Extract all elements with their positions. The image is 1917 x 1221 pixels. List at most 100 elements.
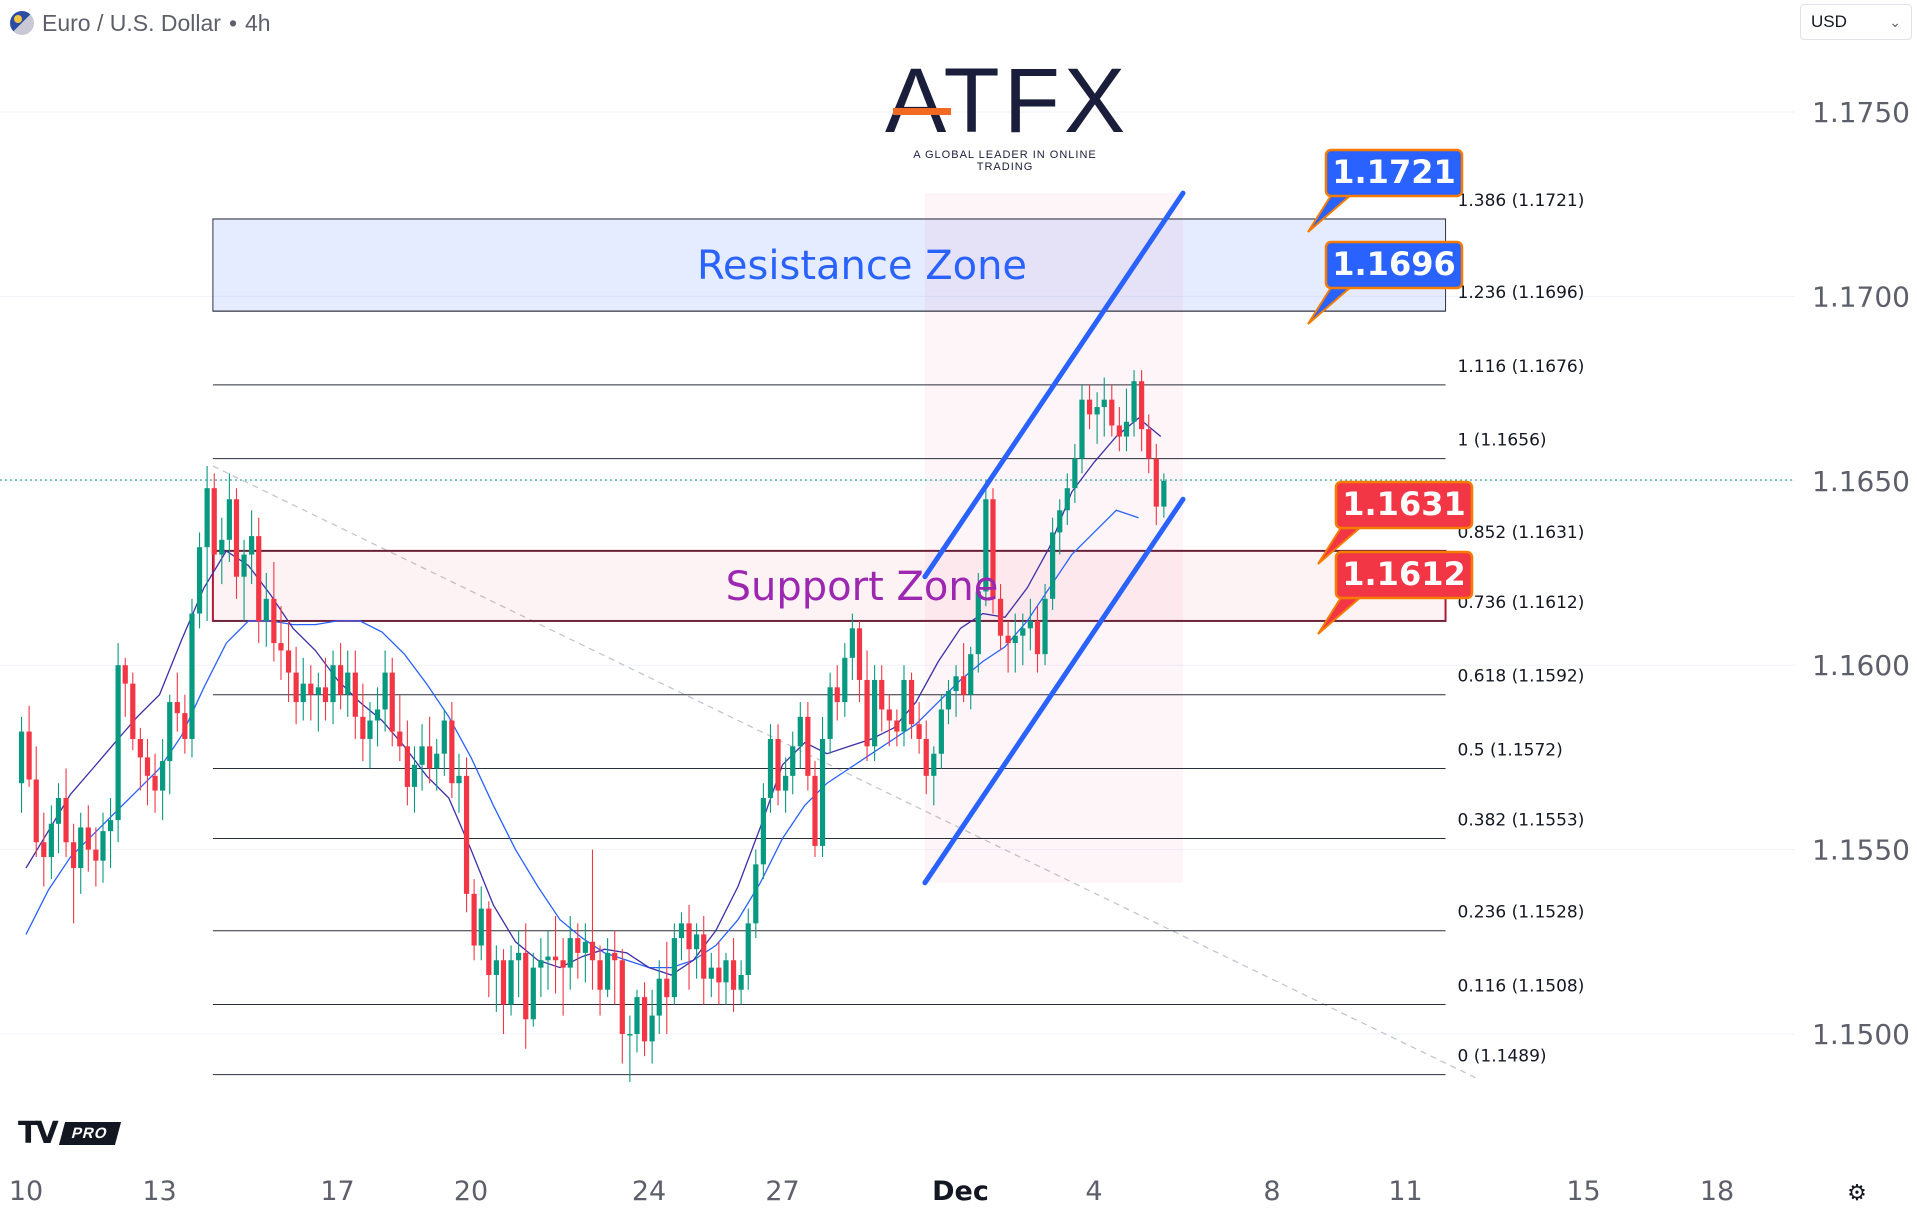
candle-body bbox=[1072, 458, 1078, 489]
y-tick-label: 1.1500 bbox=[1812, 1018, 1910, 1051]
candle-body bbox=[271, 598, 277, 644]
settings-gear-icon[interactable]: ⚙ bbox=[1847, 1180, 1867, 1205]
symbol-header[interactable]: Euro / U.S. Dollar • 4h bbox=[10, 8, 271, 38]
x-tick-label: 10 bbox=[9, 1176, 43, 1207]
callout-price: 1.1612 bbox=[1342, 555, 1465, 593]
candle-body bbox=[33, 779, 39, 843]
candle-body bbox=[908, 679, 915, 725]
candle-body bbox=[1109, 399, 1115, 426]
symbol-title: Euro / U.S. Dollar bbox=[42, 9, 221, 36]
candle-body bbox=[723, 960, 729, 983]
candle-body bbox=[41, 842, 47, 857]
candle-body bbox=[671, 938, 677, 998]
candle-body bbox=[249, 536, 255, 555]
candle-body bbox=[137, 738, 143, 758]
candle-body bbox=[819, 738, 826, 846]
candle-body bbox=[338, 665, 344, 695]
candle-body bbox=[382, 672, 388, 710]
callout-price: 1.1721 bbox=[1332, 153, 1455, 191]
candle-body bbox=[352, 672, 358, 717]
candle-body bbox=[916, 724, 922, 739]
candle-body bbox=[664, 978, 670, 998]
candle-body bbox=[945, 691, 952, 710]
candle-body bbox=[55, 797, 62, 824]
candle-body bbox=[894, 720, 900, 732]
price-axis[interactable]: 1.1750 1.1700 1.1650 1.1600 1.1550 1.1500 bbox=[1812, 96, 1910, 1051]
candle-body bbox=[834, 687, 840, 703]
candle-body bbox=[263, 598, 269, 621]
candle-body bbox=[1161, 480, 1167, 507]
candle-body bbox=[411, 764, 418, 787]
candle-body bbox=[419, 746, 425, 765]
candle-body bbox=[1101, 399, 1107, 408]
candle-body bbox=[144, 757, 151, 776]
candle-body bbox=[901, 679, 907, 732]
candle-body bbox=[805, 716, 811, 776]
candle-body bbox=[63, 797, 69, 843]
candle-body bbox=[330, 665, 336, 703]
candle-body bbox=[545, 956, 551, 961]
candle-body bbox=[360, 716, 366, 739]
price-callout: 1.1612 bbox=[1317, 550, 1474, 635]
candle-body bbox=[1050, 532, 1056, 599]
x-tick-label: Dec bbox=[932, 1176, 989, 1207]
candle-body bbox=[1123, 421, 1130, 437]
candle-body bbox=[300, 683, 306, 703]
candle-body bbox=[1020, 628, 1026, 636]
support-zone bbox=[211, 549, 1447, 622]
candle-body bbox=[471, 893, 477, 946]
candle-body bbox=[174, 702, 180, 714]
candle-body bbox=[115, 665, 121, 821]
candle-body bbox=[634, 997, 640, 1034]
candle-body bbox=[204, 488, 210, 548]
candle-body bbox=[953, 676, 959, 692]
fib-label: 0.852 (1.1631) bbox=[1458, 523, 1585, 543]
candle-body bbox=[864, 679, 870, 747]
candle-body bbox=[1064, 488, 1070, 511]
support-zone-label: Support Zone bbox=[726, 564, 999, 610]
candle-body bbox=[508, 960, 514, 1005]
candle-body bbox=[552, 956, 559, 961]
candle-body bbox=[938, 709, 944, 754]
candle-body bbox=[523, 952, 529, 1020]
candle-body bbox=[1146, 429, 1152, 459]
fib-label: 1 (1.1656) bbox=[1458, 431, 1547, 451]
candle-body bbox=[100, 831, 106, 861]
candle-body bbox=[872, 679, 878, 747]
x-tick-label: 13 bbox=[142, 1176, 176, 1207]
candle-body bbox=[589, 941, 596, 961]
candle-body bbox=[493, 960, 499, 975]
ma-slow-line bbox=[25, 509, 1139, 969]
y-tick-label: 1.1600 bbox=[1812, 649, 1910, 682]
callout-price: 1.1631 bbox=[1342, 485, 1465, 523]
candle-body bbox=[1042, 598, 1048, 655]
pro-badge: PRO bbox=[58, 1122, 121, 1145]
candle-body bbox=[1153, 458, 1159, 507]
candle-body bbox=[389, 672, 395, 732]
candle-body bbox=[434, 753, 440, 769]
candle-body bbox=[968, 654, 974, 695]
fib-label: 0.236 (1.1528) bbox=[1458, 903, 1585, 923]
candle-body bbox=[530, 967, 536, 1020]
zone-labels: Resistance Zone Support Zone bbox=[697, 243, 1027, 610]
candle-body bbox=[1005, 635, 1011, 644]
x-tick-label: 24 bbox=[632, 1176, 666, 1207]
currency-selector[interactable]: USD ⌄ bbox=[1800, 4, 1912, 40]
candle-body bbox=[886, 709, 892, 721]
candle-body bbox=[85, 827, 91, 850]
candle-body bbox=[196, 547, 203, 614]
candle-body bbox=[1057, 510, 1063, 533]
x-tick-label: 17 bbox=[320, 1176, 354, 1207]
tradingview-logo[interactable]: TV PRO bbox=[18, 1116, 121, 1151]
candle-body bbox=[856, 628, 863, 680]
candle-body bbox=[478, 908, 484, 946]
candle-body bbox=[931, 753, 937, 776]
candle-body bbox=[441, 720, 447, 754]
candle-body bbox=[516, 952, 522, 961]
candle-body bbox=[538, 960, 544, 968]
candle-body bbox=[997, 598, 1004, 636]
time-axis[interactable]: 10 13 17 20 24 27 Dec 4 8 11 15 18 bbox=[9, 1176, 1734, 1207]
fib-label: 1.236 (1.1696) bbox=[1458, 283, 1585, 303]
fib-label: 1.386 (1.1721) bbox=[1458, 191, 1585, 211]
